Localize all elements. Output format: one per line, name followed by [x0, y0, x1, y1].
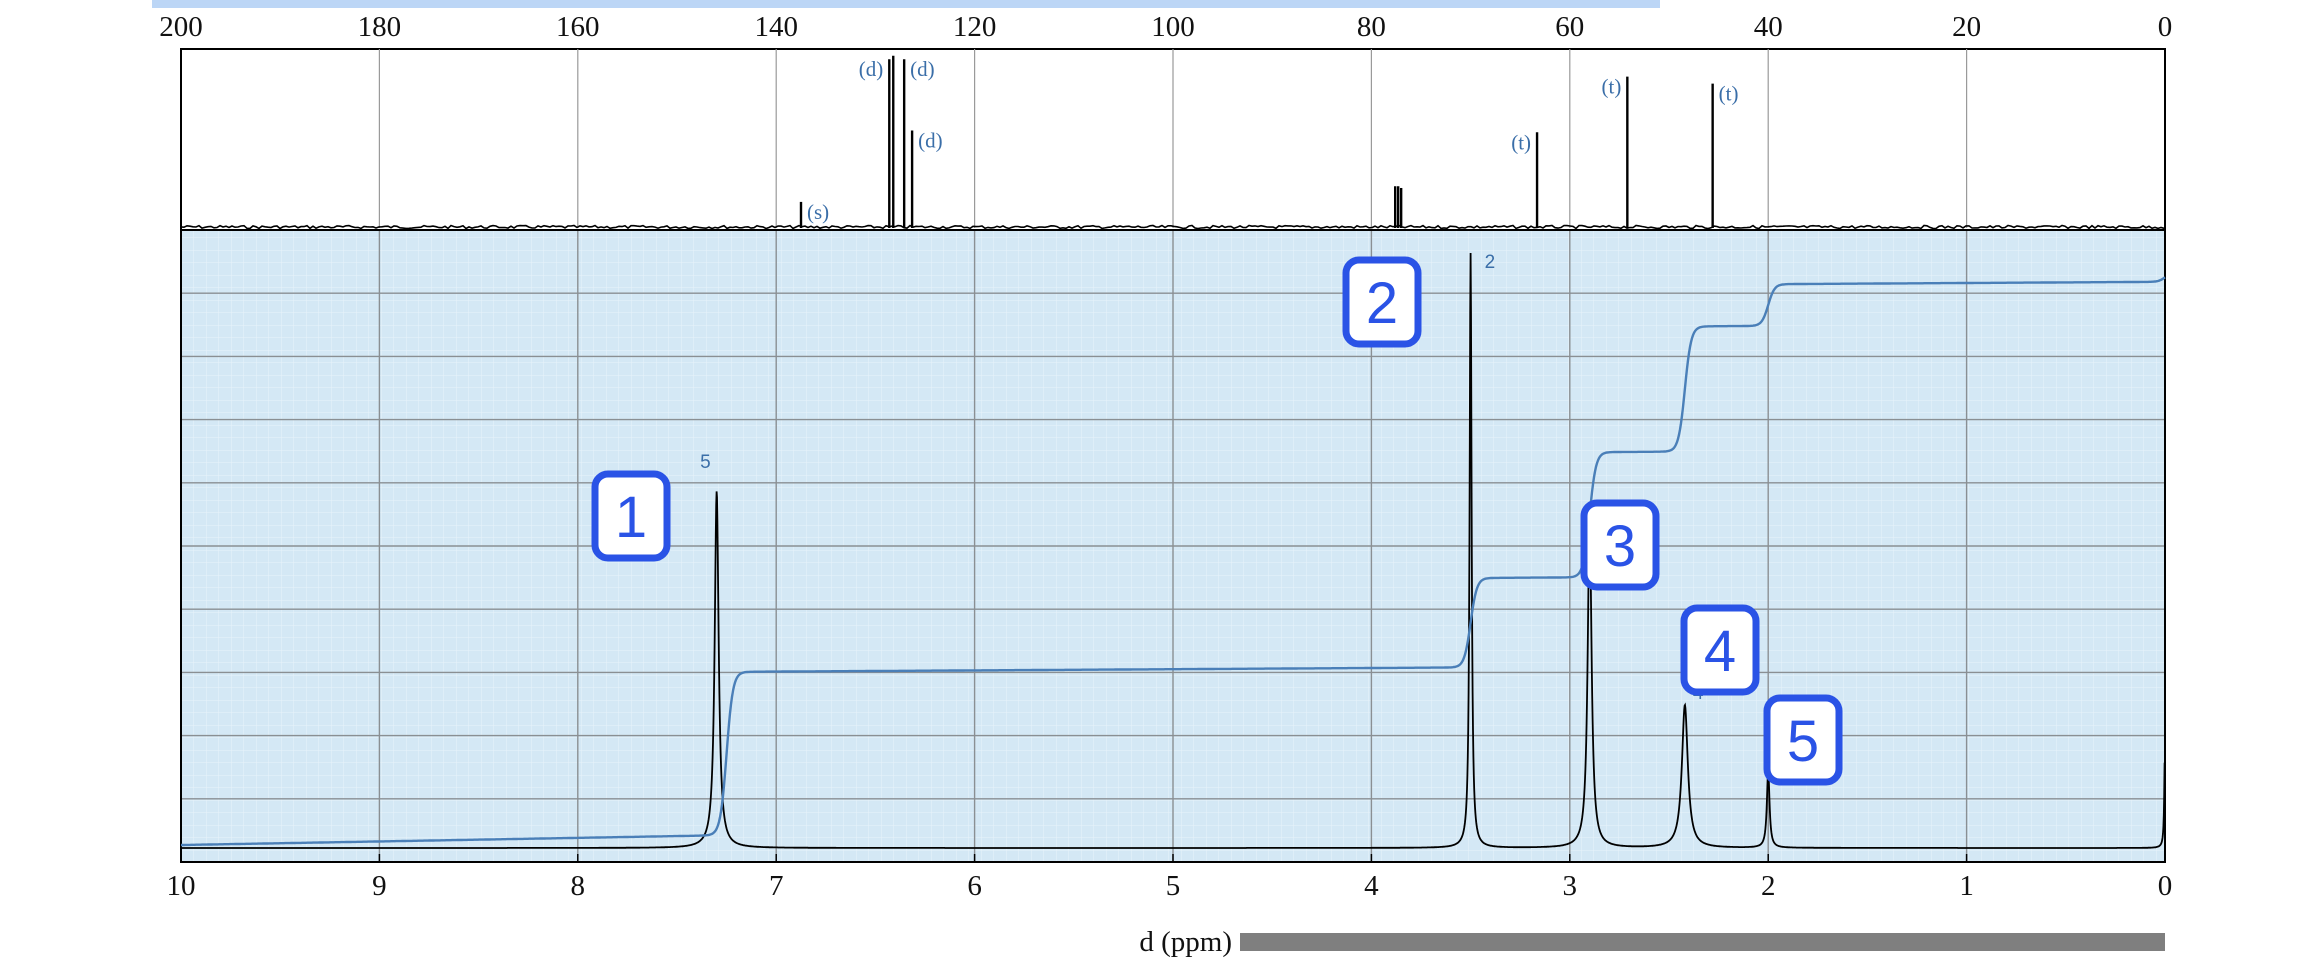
c13-tick-label: 200: [159, 11, 203, 43]
c13-tick-label: 140: [754, 11, 798, 43]
h1-tick-label: 3: [1563, 870, 1578, 902]
x-axis-title: d (ppm): [1139, 926, 1232, 958]
h1-tick-label: 6: [967, 870, 982, 902]
callout-badge-3: 3: [1580, 499, 1660, 591]
h1-integration-label: 5: [700, 452, 711, 473]
callout-badge-1: 1: [591, 470, 671, 562]
c13-multiplicity-label: (s): [807, 200, 829, 224]
callout-badge-2: 2: [1342, 256, 1422, 348]
callout-badge-number: 3: [1604, 514, 1636, 579]
h1-tick-label: 0: [2158, 870, 2173, 902]
h1-tick-label: 2: [1761, 870, 1776, 902]
c13-baseline: [180, 224, 2165, 230]
h1-tick-label: 5: [1166, 870, 1181, 902]
h1-spectrum-trace: [181, 252, 2166, 849]
h1-tick-label: 10: [167, 870, 196, 902]
callout-badge-4: 4: [1680, 604, 1760, 696]
c13-tick-label: 20: [1952, 11, 1981, 43]
callout-badge-number: 4: [1704, 619, 1736, 684]
h1-tick-label: 7: [769, 870, 784, 902]
c13-tick-label: 40: [1754, 11, 1783, 43]
c13-spectrum-panel: 200 180 160 140 120 100 80 60 40 20 0 (s)(d) (d)(d)…: [159, 11, 2173, 231]
c13-tick-label: 120: [953, 11, 997, 43]
axis-title-bar: [1240, 933, 2165, 951]
h1-tick-label: 9: [372, 870, 387, 902]
c13-tick-label: 60: [1555, 11, 1584, 43]
h1-integral-curve: [181, 276, 2166, 847]
x-axis-title-group: d (ppm): [1139, 926, 2165, 958]
c13-tick-label: 180: [358, 11, 402, 43]
callout-badge-number: 5: [1787, 709, 1819, 774]
callout-badge-number: 2: [1366, 271, 1398, 336]
callout-badge-5: 5: [1763, 694, 1843, 786]
c13-multiplicity-label: (t): [1511, 130, 1531, 154]
callout-badge-number: 1: [615, 485, 647, 550]
c13-multiplicity-label: (t): [1602, 75, 1622, 99]
h1-tick-label: 4: [1364, 870, 1379, 902]
c13-multiplicity-label: (d): [859, 57, 884, 81]
h1-tick-label: 1: [1959, 870, 1974, 902]
highlighted-text-fragment: [152, 0, 1660, 8]
h1-tick-label: 8: [571, 870, 586, 902]
c13-tick-label: 100: [1151, 11, 1195, 43]
c13-multiplicity-label: (t): [1719, 82, 1739, 106]
c13-multiplicity-label: (d): [918, 129, 943, 153]
c13-tick-label: 80: [1357, 11, 1386, 43]
h1-integration-label: 2: [1485, 252, 1496, 273]
c13-multiplicity-label: (d): [910, 57, 935, 81]
c13-tick-label: 160: [556, 11, 600, 43]
c13-tick-label: 0: [2158, 11, 2173, 43]
